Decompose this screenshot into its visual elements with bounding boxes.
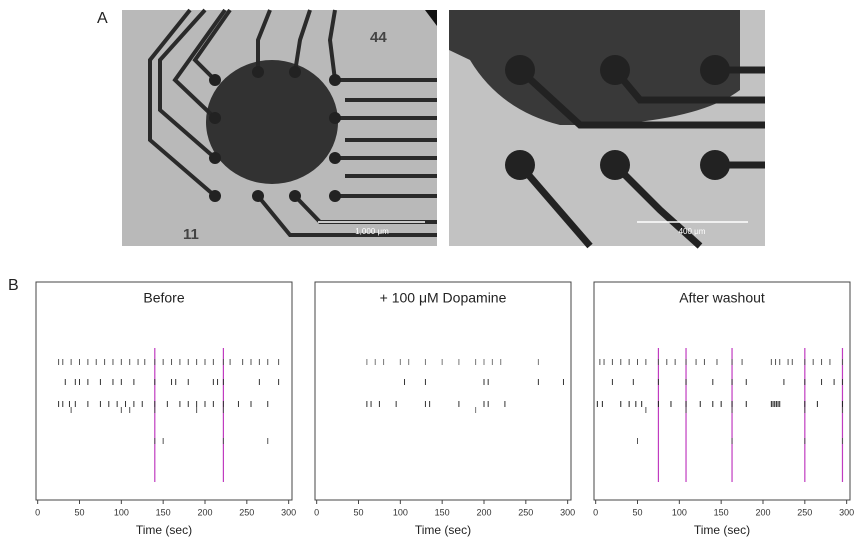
x-tick-label: 250 [239, 507, 254, 517]
chart-title: Before [143, 290, 184, 306]
x-tick-label: 300 [839, 507, 854, 517]
x-tick-label: 150 [156, 507, 171, 517]
x-tick-label: 50 [353, 507, 363, 517]
x-tick-label: 50 [632, 507, 642, 517]
chart-title: After washout [679, 290, 765, 306]
chart-title: + 100 μM Dopamine [380, 290, 507, 306]
x-tick-label: 200 [476, 507, 491, 517]
micrograph: 44 11 1,000 μm [122, 10, 437, 246]
scale-bar-label: 400 μm [679, 227, 706, 236]
plot-frame [36, 282, 292, 500]
x-tick-label: 100 [114, 507, 129, 517]
x-tick-label: 0 [35, 507, 40, 517]
x-tick-label: 250 [518, 507, 533, 517]
plot-frame [315, 282, 571, 500]
scale-bar-label: 1,000 μm [355, 227, 389, 236]
x-tick-label: 200 [197, 507, 212, 517]
x-tick-label: 300 [281, 507, 296, 517]
x-tick-label: 300 [560, 507, 575, 517]
x-tick-label: 150 [714, 507, 729, 517]
x-axis-label: Time (sec) [694, 523, 750, 537]
x-tick-label: 0 [314, 507, 319, 517]
x-tick-label: 250 [797, 507, 812, 517]
x-tick-label: 50 [74, 507, 84, 517]
panel-label: B [8, 277, 19, 294]
x-tick-label: 0 [593, 507, 598, 517]
panel-label: A [97, 10, 108, 27]
x-axis-label: Time (sec) [415, 523, 471, 537]
electrode-label: 44 [370, 29, 387, 46]
plot-frame [594, 282, 850, 500]
x-axis-label: Time (sec) [136, 523, 192, 537]
x-tick-label: 150 [435, 507, 450, 517]
x-tick-label: 200 [755, 507, 770, 517]
figure: A B 44 11 1,000 μm 400 μm Before 0 50 100 15… [0, 0, 858, 540]
micrograph: 400 μm [449, 10, 765, 246]
electrode-label: 11 [183, 226, 199, 243]
x-tick-label: 100 [672, 507, 687, 517]
x-tick-label: 100 [393, 507, 408, 517]
